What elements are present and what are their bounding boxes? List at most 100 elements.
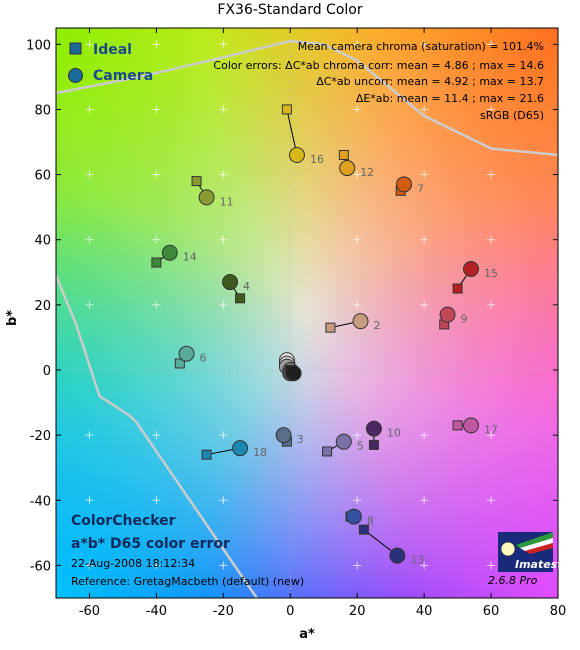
ideal-marker: [151, 257, 162, 268]
logo-red-stripe: [525, 543, 553, 554]
patch-label: 5: [357, 440, 364, 453]
y-tick-label: 80: [34, 103, 51, 118]
grid-cross: [353, 170, 362, 179]
grid-cross: [85, 40, 94, 49]
stat-chroma-corr: Color errors: ΔC*ab chroma corr: mean = …: [213, 59, 544, 72]
patch-2: [325, 313, 369, 333]
grid-cross: [487, 496, 496, 505]
patch-18: [201, 440, 249, 460]
patch-17: [452, 417, 479, 434]
ideal-marker: [452, 283, 463, 294]
y-axis-label: b*: [5, 310, 20, 326]
x-tick-label: -20: [213, 604, 234, 619]
x-tick-label: 20: [349, 604, 366, 619]
grid-cross: [152, 561, 161, 570]
x-tick-label: 0: [286, 604, 294, 619]
logo-white-stripe: [520, 538, 553, 551]
grid-cross: [420, 300, 429, 309]
patch-8: [345, 508, 362, 525]
grid-cross: [152, 431, 161, 440]
grid-cross: [85, 170, 94, 179]
patch-label: 15: [484, 267, 498, 280]
grid-cross: [85, 431, 94, 440]
patch-13: [358, 524, 406, 564]
grid-cross: [420, 40, 429, 49]
camera-marker: [275, 427, 292, 444]
patch-14: [151, 244, 178, 268]
patch-label: 2: [374, 319, 381, 332]
grid-cross: [353, 300, 362, 309]
logo-green-stripe: [516, 532, 553, 548]
stat-delta-e: ΔE*ab: mean = 11.4 ; max = 21.6: [356, 92, 544, 105]
patch-15: [452, 261, 479, 294]
grid-cross: [219, 431, 228, 440]
grid-cross: [420, 431, 429, 440]
camera-marker: [352, 313, 369, 330]
camera-marker: [462, 417, 479, 434]
patch-label: 9: [461, 313, 468, 326]
patch-7: [395, 176, 413, 196]
legend-ideal-marker: [69, 42, 82, 55]
logo-text: Imatest: [515, 558, 563, 571]
grid-cross: [152, 300, 161, 309]
grid-cross: [487, 170, 496, 179]
stat-chroma: Mean camera chroma (saturation) = 101.4%: [298, 40, 544, 53]
camera-marker: [339, 160, 356, 177]
grid-cross: [420, 561, 429, 570]
y-tick-label: 0: [43, 364, 51, 379]
grid-cross: [152, 496, 161, 505]
camera-marker: [345, 508, 362, 525]
patch-5: [322, 433, 352, 457]
patch-label: 4: [243, 280, 250, 293]
patch-11: [191, 176, 215, 206]
grid-cross: [353, 235, 362, 244]
chart-subtitle: a*b* D65 color error: [71, 536, 230, 552]
grid-cross: [487, 431, 496, 440]
patch-3: [275, 427, 292, 447]
x-axis-label: a*: [299, 627, 315, 642]
ideal-marker: [452, 420, 463, 431]
grid-cross: [152, 235, 161, 244]
legend-camera-marker: [68, 68, 83, 83]
grid-cross: [353, 431, 362, 440]
patch-4: [222, 274, 246, 304]
camera-marker: [232, 440, 249, 457]
grid-cross: [487, 40, 496, 49]
stat-colorspace: sRGB (D65): [480, 109, 544, 122]
grid-cross: [487, 235, 496, 244]
grid-cross: [219, 170, 228, 179]
ideal-marker: [322, 446, 333, 457]
timestamp: 22-Aug-2008 18:12:34: [71, 557, 195, 570]
grid-cross: [353, 105, 362, 114]
patch-10: [365, 420, 382, 450]
reference: Reference: GretagMacbeth (default) (new): [71, 575, 304, 588]
camera-marker: [335, 433, 352, 450]
x-tick-label: 40: [416, 604, 433, 619]
camera-marker: [396, 176, 413, 193]
patch-label: 6: [200, 352, 207, 365]
patch-label: 11: [220, 195, 234, 208]
grid-cross: [85, 300, 94, 309]
camera-marker: [288, 147, 305, 164]
patch-label: 18: [253, 446, 267, 459]
ideal-marker: [174, 358, 185, 369]
bottom-info: ColorChecker a*b* D65 color error 22-Aug…: [71, 513, 304, 588]
grid-cross: [219, 40, 228, 49]
chart-name: ColorChecker: [71, 513, 176, 529]
camera-marker: [462, 261, 479, 278]
data-points: 2 3 4 5 6 7 8 9 10 11 12 13 14 15 16 17 18: [151, 104, 498, 567]
grid-cross: [487, 561, 496, 570]
stats-box: Mean camera chroma (saturation) = 101.4%…: [213, 40, 544, 122]
stat-uncorr: ΔC*ab uncorr: mean = 4.92 ; max = 13.7: [316, 75, 544, 88]
chart-title: FX36-Standard Color: [217, 2, 363, 18]
legend-camera-label: Camera: [93, 68, 153, 84]
ideal-marker: [368, 439, 379, 450]
camera-marker: [161, 244, 178, 261]
patch-label: 12: [360, 166, 374, 179]
grid-cross: [152, 40, 161, 49]
grid-cross: [353, 561, 362, 570]
grid-cross: [353, 496, 362, 505]
camera-marker: [389, 547, 406, 564]
patch-label: 7: [417, 182, 424, 195]
ideal-marker: [325, 322, 336, 333]
